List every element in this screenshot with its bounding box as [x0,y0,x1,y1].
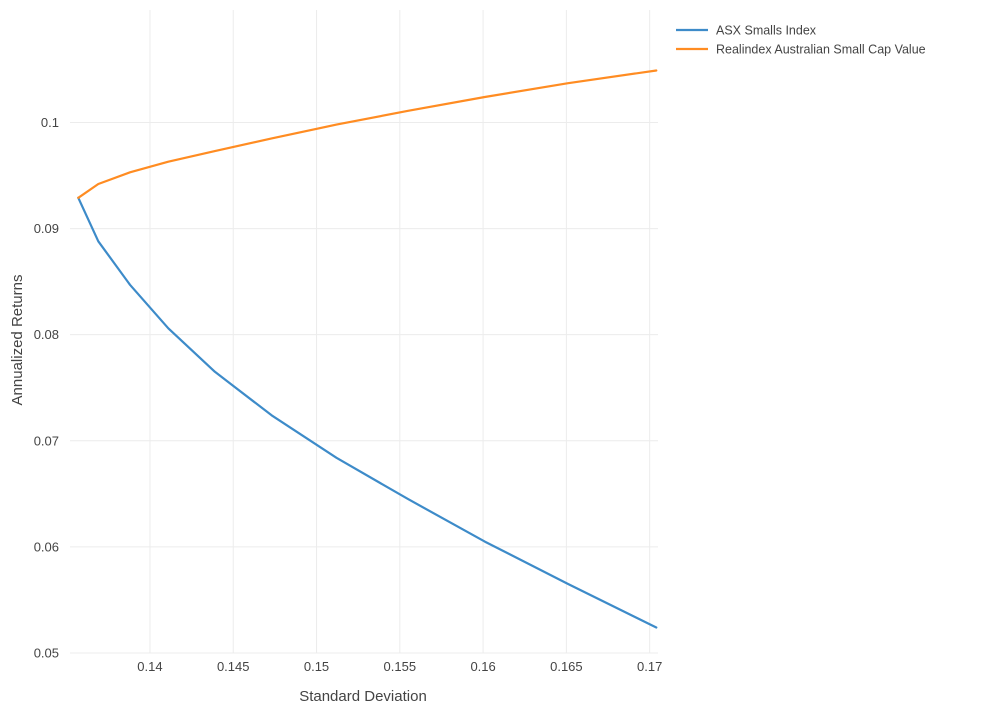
y-tick-label: 0.08 [34,327,59,342]
series-lines [77,69,658,629]
legend-label: ASX Smalls Index [716,24,817,38]
x-tick-label: 0.165 [550,659,583,674]
y-tick-label: 0.1 [41,115,59,130]
y-tick-label: 0.06 [34,539,59,554]
legend-label: Realindex Australian Small Cap Value [716,43,926,57]
grid [70,10,658,654]
legend-item[interactable]: ASX Smalls Index [676,24,817,38]
x-axis-title: Standard Deviation [299,688,427,705]
x-tick-label: 0.17 [637,659,662,674]
y-axis-ticks: 0.05 0.06 0.07 0.08 0.09 0.1 [34,115,59,661]
x-tick-label: 0.155 [384,659,417,674]
x-tick-label: 0.16 [470,659,495,674]
series-line-1 [77,196,658,629]
x-tick-label: 0.145 [217,659,250,674]
series-line-2 [77,69,658,199]
legend: ASX Smalls Index Realindex Australian Sma… [676,24,926,57]
x-axis-ticks: 0.14 0.145 0.15 0.155 0.16 0.165 0.17 [137,659,662,674]
y-tick-label: 0.07 [34,433,59,448]
y-tick-label: 0.05 [34,646,59,661]
x-tick-label: 0.15 [304,659,329,674]
legend-item[interactable]: Realindex Australian Small Cap Value [676,43,926,57]
x-tick-label: 0.14 [137,659,162,674]
y-tick-label: 0.09 [34,221,59,236]
y-axis-title: Annualized Returns [9,275,26,406]
